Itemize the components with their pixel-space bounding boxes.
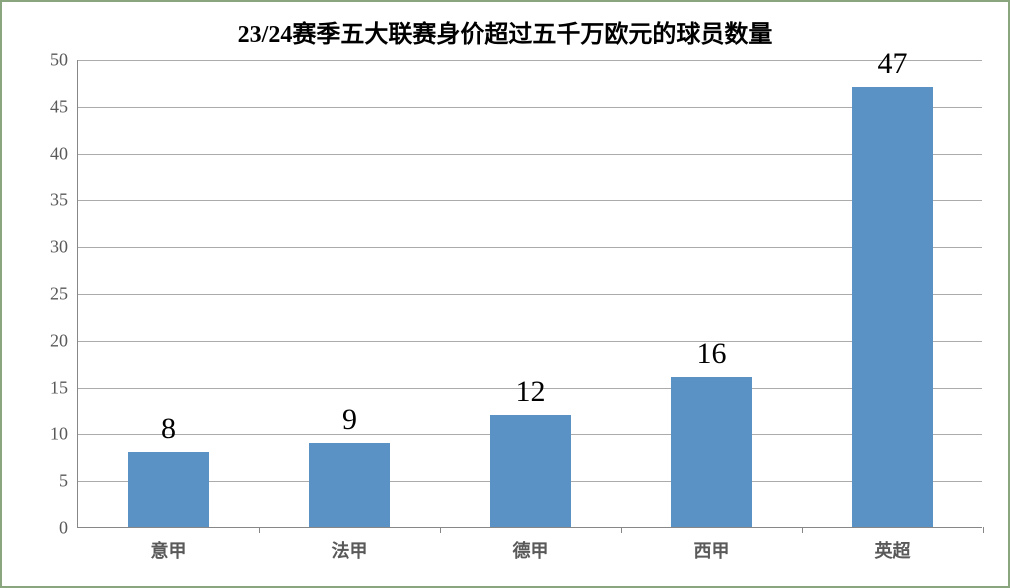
xtick-label: 西甲 — [694, 537, 730, 563]
bar: 12 — [490, 415, 571, 527]
ytick-label: 10 — [28, 424, 68, 445]
xtick-mark — [259, 527, 260, 533]
plot-area: 8意甲9法甲12德甲16西甲47英超 — [77, 60, 982, 528]
ytick-label: 20 — [28, 330, 68, 351]
bar-value-label: 16 — [696, 337, 726, 371]
bar-value-label: 12 — [515, 375, 545, 409]
gridline — [78, 294, 982, 295]
bar: 47 — [852, 87, 933, 527]
bar-value-label: 47 — [877, 47, 907, 81]
gridline — [78, 107, 982, 108]
gridline — [78, 200, 982, 201]
ytick-label: 25 — [28, 284, 68, 305]
gridline — [78, 60, 982, 61]
xtick-mark — [621, 527, 622, 533]
bar: 16 — [671, 377, 752, 527]
ytick-label: 35 — [28, 190, 68, 211]
ytick-label: 0 — [28, 518, 68, 539]
bar: 8 — [128, 452, 209, 527]
xtick-label: 德甲 — [513, 537, 549, 563]
chart-title: 23/24赛季五大联赛身价超过五千万欧元的球员数量 — [2, 14, 1008, 49]
bar-value-label: 8 — [161, 412, 176, 446]
chart-container: 23/24赛季五大联赛身价超过五千万欧元的球员数量 8意甲9法甲12德甲16西甲… — [0, 0, 1010, 588]
ytick-label: 45 — [28, 96, 68, 117]
ytick-label: 40 — [28, 143, 68, 164]
ytick-label: 30 — [28, 237, 68, 258]
xtick-label: 法甲 — [332, 537, 368, 563]
xtick-label: 意甲 — [151, 537, 187, 563]
ytick-label: 50 — [28, 50, 68, 71]
xtick-mark — [983, 527, 984, 533]
xtick-label: 英超 — [875, 537, 911, 563]
xtick-mark — [802, 527, 803, 533]
gridline — [78, 341, 982, 342]
bar-value-label: 9 — [342, 403, 357, 437]
gridline — [78, 154, 982, 155]
gridline — [78, 247, 982, 248]
ytick-label: 5 — [28, 471, 68, 492]
ytick-label: 15 — [28, 377, 68, 398]
bar: 9 — [309, 443, 390, 527]
xtick-mark — [440, 527, 441, 533]
